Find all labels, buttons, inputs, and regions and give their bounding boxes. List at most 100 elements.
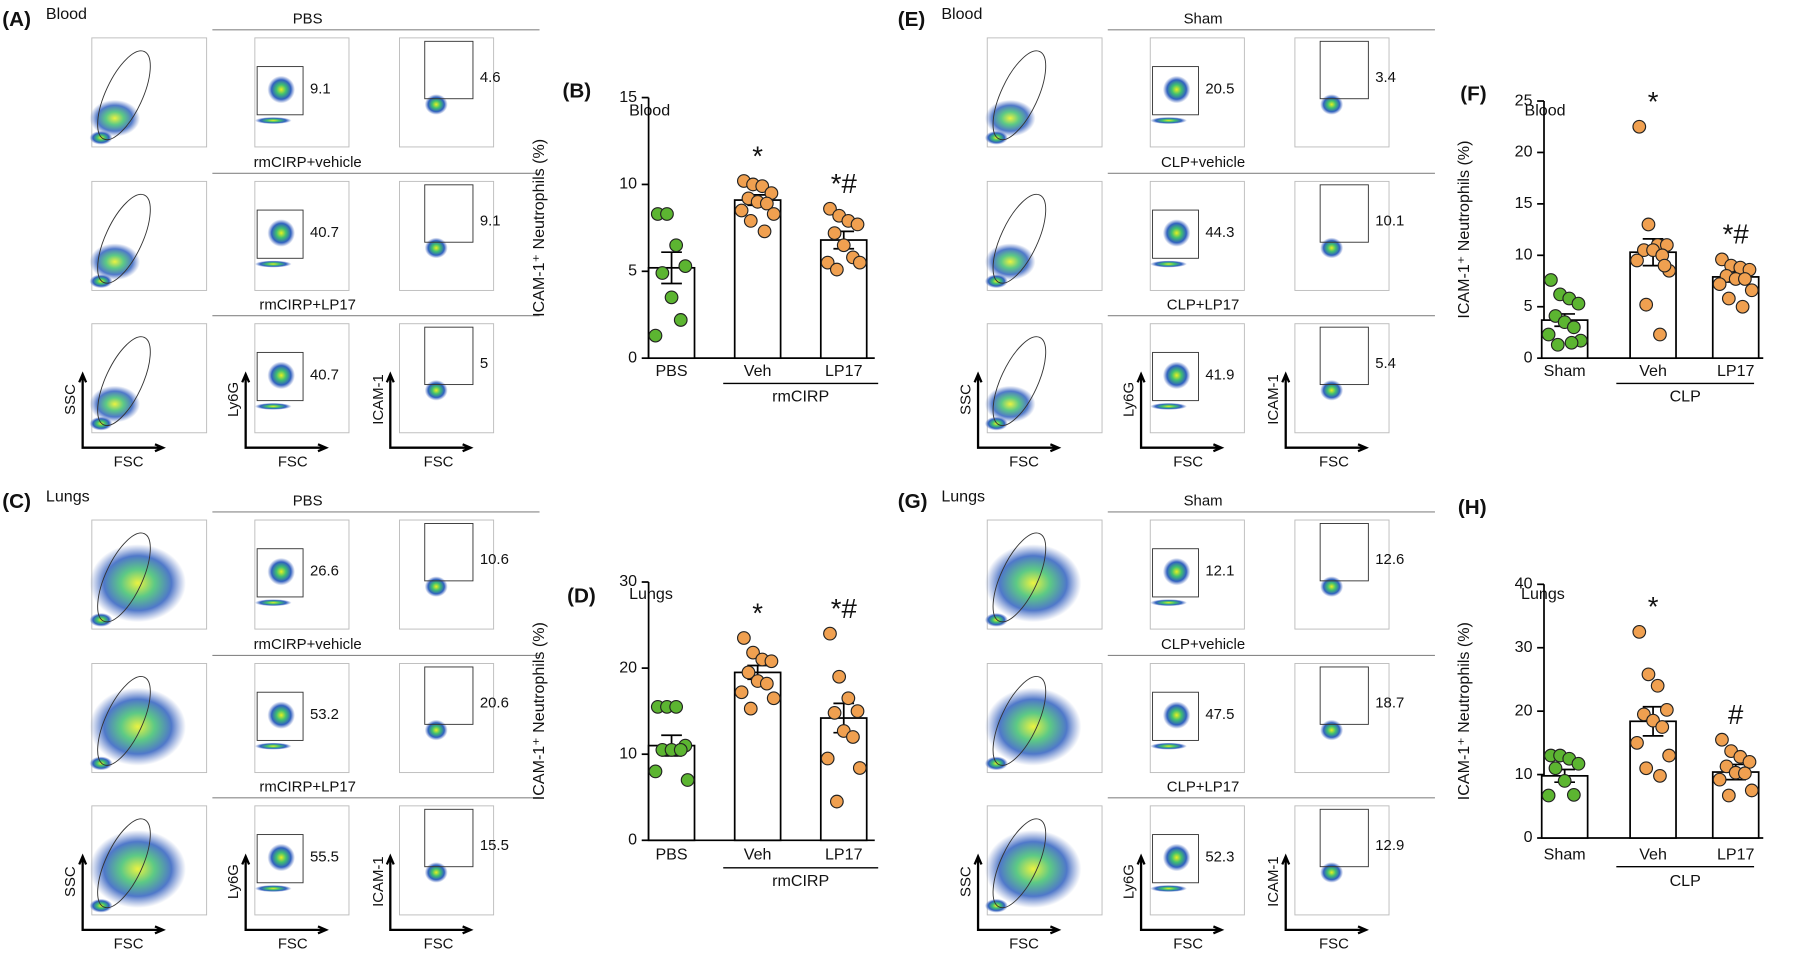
data-point	[1735, 299, 1750, 314]
panel-letter: (A)	[2, 8, 31, 31]
density	[424, 576, 448, 597]
plot-frame	[1149, 180, 1245, 291]
y-tick-label: 15	[1515, 194, 1533, 212]
y-tick-label: 10	[1515, 246, 1533, 264]
x-tick-label: LP17	[825, 362, 863, 380]
plot-frame	[91, 37, 208, 148]
axis-arrow	[1281, 371, 1369, 453]
axis-label: FSC	[1173, 454, 1203, 471]
panel-letter: (G)	[898, 490, 928, 513]
gate	[424, 184, 474, 243]
axis-arrow	[1136, 853, 1225, 935]
data-point	[827, 226, 842, 240]
data-point	[1541, 327, 1556, 342]
gate-percent: 3.4	[1375, 69, 1396, 86]
plot-frame	[254, 663, 350, 774]
axis-label: FSC	[114, 454, 144, 471]
group-title: CLP+LP17	[1167, 778, 1240, 795]
gate-ellipse	[97, 193, 151, 284]
bar	[733, 199, 782, 360]
group-title: PBS	[293, 10, 323, 27]
y-tick-label: 20	[619, 658, 637, 676]
gate	[424, 666, 474, 725]
data-point	[648, 328, 663, 343]
axis-label: FSC	[1319, 936, 1349, 953]
significance: *	[752, 140, 763, 171]
density	[89, 613, 113, 627]
axis-label: FSC	[424, 936, 454, 953]
panel-letter: (C)	[2, 490, 31, 513]
flow-panel: (E) Blood Sham 20.5 3.4 CLP+vehicle 44.3 10.1 CL…	[898, 5, 1435, 471]
axis-label: FSC	[114, 936, 144, 953]
plot-frame	[399, 180, 495, 291]
plot-frame	[1149, 323, 1245, 434]
group-label: CLP	[1670, 872, 1701, 890]
axis-label: Ly6G	[225, 382, 242, 417]
data-point	[1630, 735, 1644, 750]
plot-frame	[1149, 519, 1245, 630]
flow-panel: (A) Blood PBS 9.1 4.6 rmCIRP+vehicle 40.7 9.1 rm…	[2, 5, 540, 471]
gate	[1319, 184, 1369, 243]
data-point	[766, 691, 781, 706]
x-tick-label: PBS	[655, 362, 687, 380]
density	[1162, 701, 1191, 729]
data-point	[1639, 761, 1654, 776]
density	[267, 361, 296, 390]
gate	[256, 548, 304, 598]
data-point	[759, 196, 774, 211]
density	[254, 742, 292, 750]
density	[89, 385, 141, 423]
axis-label: ICAM-1	[1265, 856, 1282, 907]
plot-frame	[1149, 37, 1245, 148]
y-axis-label: ICAM-1⁺ Neutrophils (%)	[1455, 141, 1473, 319]
gate	[1152, 351, 1199, 402]
density	[1162, 557, 1191, 586]
data-point	[741, 665, 756, 680]
data-point	[1544, 273, 1558, 287]
density	[89, 829, 186, 909]
data-point	[820, 255, 835, 270]
data-point	[852, 761, 867, 775]
data-point	[673, 313, 688, 327]
plot-frame	[1294, 663, 1390, 774]
gate-percent: 44.3	[1205, 224, 1234, 241]
gate-ellipse	[992, 676, 1047, 766]
density	[984, 756, 1008, 771]
data-point	[1715, 732, 1729, 747]
data-point	[673, 743, 688, 757]
data-point	[736, 631, 751, 645]
data-point	[1721, 788, 1736, 803]
gate	[1152, 691, 1199, 741]
gate	[256, 351, 304, 402]
data-point	[820, 751, 835, 766]
significance: *	[1648, 86, 1659, 117]
data-point	[846, 730, 860, 744]
y-tick-label: 20	[1515, 701, 1533, 719]
gate-ellipse	[992, 193, 1047, 284]
data-point	[1742, 755, 1757, 769]
density	[254, 260, 292, 268]
y-tick-label: 0	[1524, 348, 1533, 366]
gate	[1319, 40, 1369, 100]
density	[267, 557, 296, 586]
gate-ellipse	[992, 532, 1047, 623]
gate-percent: 52.3	[1205, 848, 1234, 865]
group-label: rmCIRP	[772, 872, 829, 890]
axis-arrow	[1136, 371, 1225, 453]
density	[984, 829, 1082, 909]
data-point	[1632, 119, 1647, 134]
data-point	[1738, 272, 1752, 286]
density	[1150, 599, 1187, 607]
data-point	[1550, 337, 1565, 352]
density	[984, 687, 1082, 766]
density	[984, 416, 1008, 431]
data-point	[766, 207, 781, 221]
density	[89, 130, 113, 145]
axis-label: Ly6G	[225, 864, 242, 899]
density	[254, 117, 292, 124]
tissue-label: Blood	[941, 5, 982, 23]
gate	[1152, 209, 1199, 259]
gate	[1319, 666, 1369, 725]
data-point	[1650, 678, 1665, 693]
